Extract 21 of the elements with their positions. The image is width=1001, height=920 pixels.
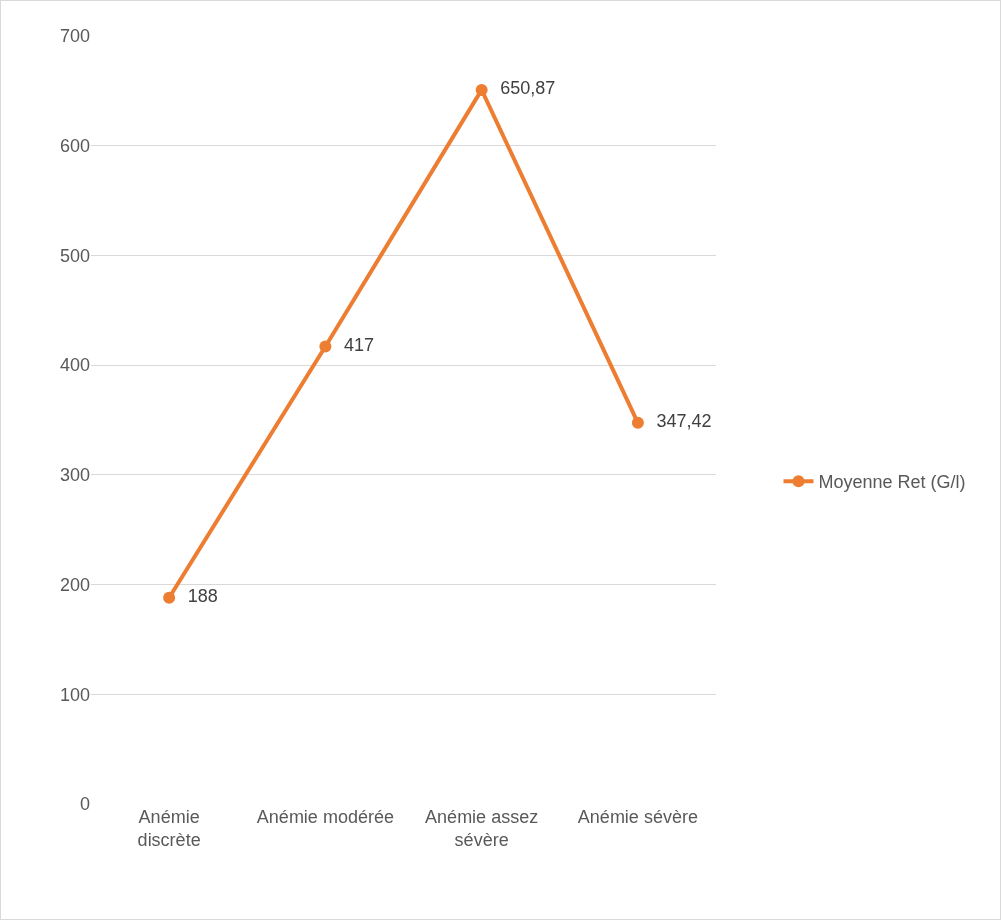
- data-label: 188: [177, 586, 218, 607]
- y-tick-label: 0: [79, 794, 90, 815]
- x-tick-label: Anémie sévère: [577, 807, 698, 827]
- point: [475, 83, 488, 96]
- data-label: 347,42: [646, 411, 712, 432]
- y-tick-label: 500: [59, 245, 90, 266]
- point: [631, 416, 644, 429]
- y-tick-label: 200: [59, 574, 90, 595]
- y-tick-label: 300: [59, 465, 90, 486]
- x-tick-label: Anémie modérée: [256, 807, 394, 827]
- x-tick-label: Anémie discrète: [137, 807, 201, 851]
- data-label: 650,87: [490, 78, 556, 99]
- point: [319, 340, 332, 353]
- y-tick-label: 400: [59, 355, 90, 376]
- data-label: 417: [333, 334, 374, 355]
- y-tick-label: 100: [59, 684, 90, 705]
- x-tick-label: Anémie assez sévère: [425, 807, 539, 851]
- point: [163, 591, 176, 604]
- y-tick-label: 700: [59, 26, 90, 47]
- legend-label: Moyenne Ret (G/l): [818, 472, 966, 493]
- y-tick-label: 600: [59, 136, 90, 157]
